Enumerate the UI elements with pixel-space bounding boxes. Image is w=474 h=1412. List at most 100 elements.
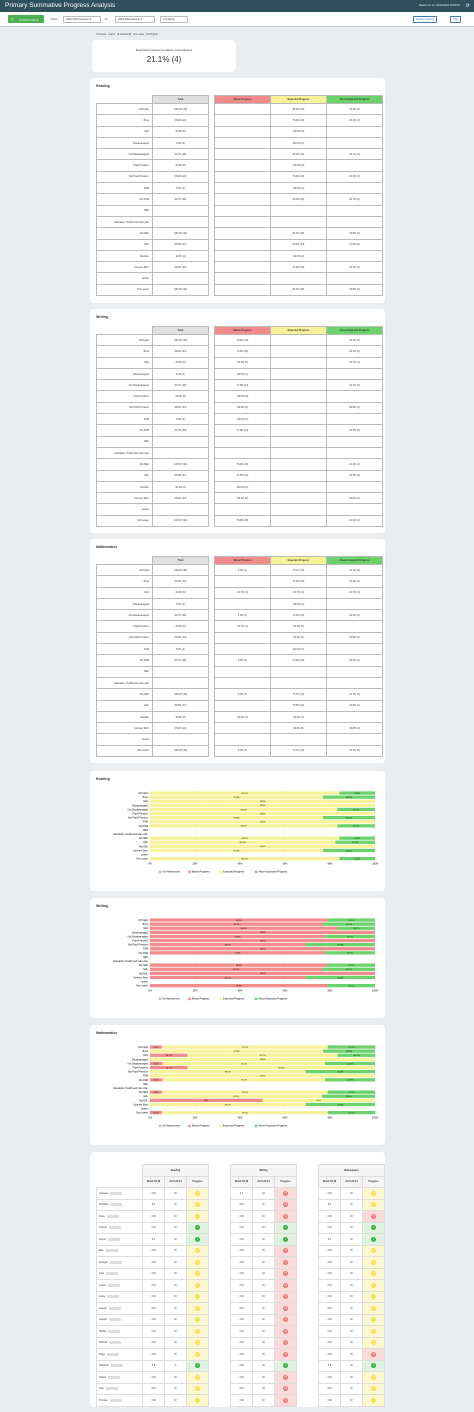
pupil-name[interactable]: Devon bbox=[99, 1237, 106, 1241]
progress-cell: ☹ bbox=[274, 1348, 297, 1361]
legend-label: Above Expected Progress bbox=[259, 1125, 289, 1128]
progress-cell: ☺ bbox=[362, 1371, 385, 1384]
cell-total: 31.6% (6) bbox=[152, 586, 209, 599]
pupil-name[interactable]: Sam bbox=[99, 1387, 104, 1391]
cell-above: 16.7% (1) bbox=[326, 356, 383, 369]
bar-segment bbox=[150, 947, 375, 951]
report-run-timestamp: Report run on: 01/10/2024 16:00:07 bbox=[418, 4, 460, 7]
pupil-name[interactable]: Joseph bbox=[99, 1318, 107, 1322]
filters-button[interactable]: ☰ 0 Active Filters bbox=[8, 15, 44, 23]
pupil-name[interactable]: Rachmat bbox=[99, 1364, 109, 1368]
display-options-button[interactable]: Display Options bbox=[413, 15, 438, 23]
cell-below bbox=[214, 643, 271, 656]
pupil-name[interactable]: Paige bbox=[99, 1352, 106, 1356]
pupil-name[interactable]: Jamie bbox=[99, 1295, 106, 1299]
sum2-grade: 3 W bbox=[230, 1359, 253, 1372]
progress-cell: ☹ bbox=[274, 1210, 297, 1223]
progress-icon: ✓ bbox=[283, 1363, 288, 1369]
sum2-grade: 3 W bbox=[230, 1198, 253, 1211]
pupil-name[interactable]: Jack bbox=[99, 1272, 104, 1276]
subcol-header: Sum2 22-23 bbox=[318, 1175, 341, 1188]
cell-above: 23.1% (3) bbox=[326, 114, 383, 127]
table-row: Not SEN 100.0% (19) 5.3% (1) 73.7% (14) 21.1… bbox=[96, 688, 383, 701]
progress-icon: ☹ bbox=[371, 1351, 376, 1357]
to-select[interactable]: 2023-2024 Autumn 1 bbox=[115, 15, 155, 23]
column-gap bbox=[297, 1188, 319, 1200]
data-label: 100% bbox=[260, 813, 266, 815]
pupil-name[interactable]: Martha bbox=[99, 1329, 107, 1333]
group-label: Not Pupil Premium bbox=[96, 631, 153, 645]
x-tick-label: 40% bbox=[238, 1117, 244, 1120]
pupil-row: Robert 3 W W ☺ 3 W W ☹ 3 W W ☺ bbox=[96, 1371, 385, 1384]
column-gap bbox=[208, 114, 215, 127]
cell-expected: 69.2% (9) bbox=[270, 631, 327, 645]
sum2-grade: 3 W bbox=[230, 1221, 253, 1234]
pupil-name-cell: Paige bbox=[96, 1348, 143, 1361]
pupil-name[interactable]: Georgia bbox=[99, 1260, 108, 1264]
pupil-name[interactable]: Robert bbox=[99, 1375, 107, 1379]
category-label: Girls bbox=[143, 1054, 149, 1057]
table-row: Not Disadvantaged 94.7% (18) 77.8% (14) 22.… bbox=[96, 379, 383, 392]
header-blank bbox=[97, 557, 153, 565]
progress-cell: ☺ bbox=[362, 1325, 385, 1338]
pupil-name[interactable]: Ellie bbox=[99, 1249, 104, 1253]
table-row: Disadvantaged 5.3% (1) 100.0% (1) bbox=[96, 597, 383, 611]
progress-cell: ☹ bbox=[274, 1382, 297, 1395]
progress-cell: ☺ bbox=[186, 1267, 209, 1280]
pupil-name-cell: James bbox=[96, 1279, 143, 1292]
pupil-row: Ellie 3 W W ☺ 3 W W ☹ 3 W W ☺ bbox=[96, 1244, 385, 1257]
cell-total: 94.7% (18) bbox=[152, 609, 209, 622]
pupil-name[interactable]: Thomas bbox=[99, 1398, 108, 1402]
app-header: Primary Summative Progress Analysis Repo… bbox=[0, 0, 474, 12]
group-label: Pupil Premium bbox=[96, 620, 153, 633]
cell-below bbox=[214, 249, 271, 263]
bar-segment bbox=[150, 1102, 306, 1107]
sum2-grade: 3 W bbox=[142, 1221, 165, 1234]
aut1-grade: W bbox=[252, 1233, 275, 1246]
progress-cell: ☹ bbox=[274, 1290, 297, 1303]
pupil-name[interactable]: Mitchell bbox=[99, 1341, 108, 1345]
group-label: Education, Health and Care plan bbox=[96, 446, 153, 460]
cell-below bbox=[214, 435, 271, 448]
data-label: 78.9% bbox=[236, 986, 242, 988]
data-label: 72.2% bbox=[241, 1080, 247, 1082]
pupil-name[interactable]: James bbox=[99, 1283, 107, 1287]
redacted-surname bbox=[109, 1191, 122, 1195]
legend-marker bbox=[254, 870, 258, 874]
pdf-button[interactable]: PDF bbox=[450, 15, 462, 23]
legend-label: Above Expected Progress bbox=[259, 871, 289, 874]
data-label: 16.7% bbox=[353, 826, 359, 828]
cell-expected: 69.2% (9) bbox=[270, 722, 327, 735]
column-gap bbox=[297, 1360, 319, 1372]
pupil-name[interactable]: Christian bbox=[99, 1203, 109, 1207]
progress-icon: ✓ bbox=[195, 1363, 200, 1369]
pupil-name[interactable]: Chelsea bbox=[99, 1191, 108, 1195]
category-label: Not Leaver bbox=[136, 985, 148, 988]
cell-above: 16.7% (3) bbox=[326, 193, 383, 206]
reading-table: Total Below Progress Expected Progress Abov… bbox=[96, 95, 383, 297]
pupil-name-cell: Connor bbox=[96, 1221, 143, 1234]
group-label: Boys bbox=[96, 575, 153, 588]
bar-segment bbox=[150, 918, 328, 922]
aut1-grade: 4A bbox=[252, 1382, 275, 1395]
column-gap bbox=[208, 413, 215, 425]
column-gap bbox=[208, 688, 215, 701]
data-label: 83.3% bbox=[241, 826, 247, 828]
bar-segment bbox=[150, 984, 328, 988]
bar-segment bbox=[150, 971, 375, 975]
category-label: SEN bbox=[143, 829, 148, 832]
subjects-select[interactable]: 3 subjects bbox=[160, 15, 188, 23]
x-tick-label: 0% bbox=[148, 990, 152, 993]
refresh-icon[interactable]: ⟳ bbox=[465, 3, 470, 9]
bar-segment bbox=[150, 791, 340, 795]
cell-expected: 84.2% (16) bbox=[270, 283, 327, 297]
legend-label: No Assessment bbox=[163, 998, 181, 1001]
cell-above: 23.5% (4) bbox=[326, 699, 383, 712]
pupil-name[interactable]: Clara bbox=[99, 1214, 105, 1218]
sum2-grade: 3 W bbox=[230, 1394, 253, 1407]
pupil-name[interactable]: Joseph bbox=[99, 1306, 107, 1310]
from-select[interactable]: 2022-2023 Summer 2 bbox=[63, 15, 101, 23]
cell-below: 100.0% (1) bbox=[214, 413, 271, 426]
pupil-name[interactable]: Connor bbox=[99, 1226, 107, 1230]
column-gap bbox=[208, 666, 215, 678]
